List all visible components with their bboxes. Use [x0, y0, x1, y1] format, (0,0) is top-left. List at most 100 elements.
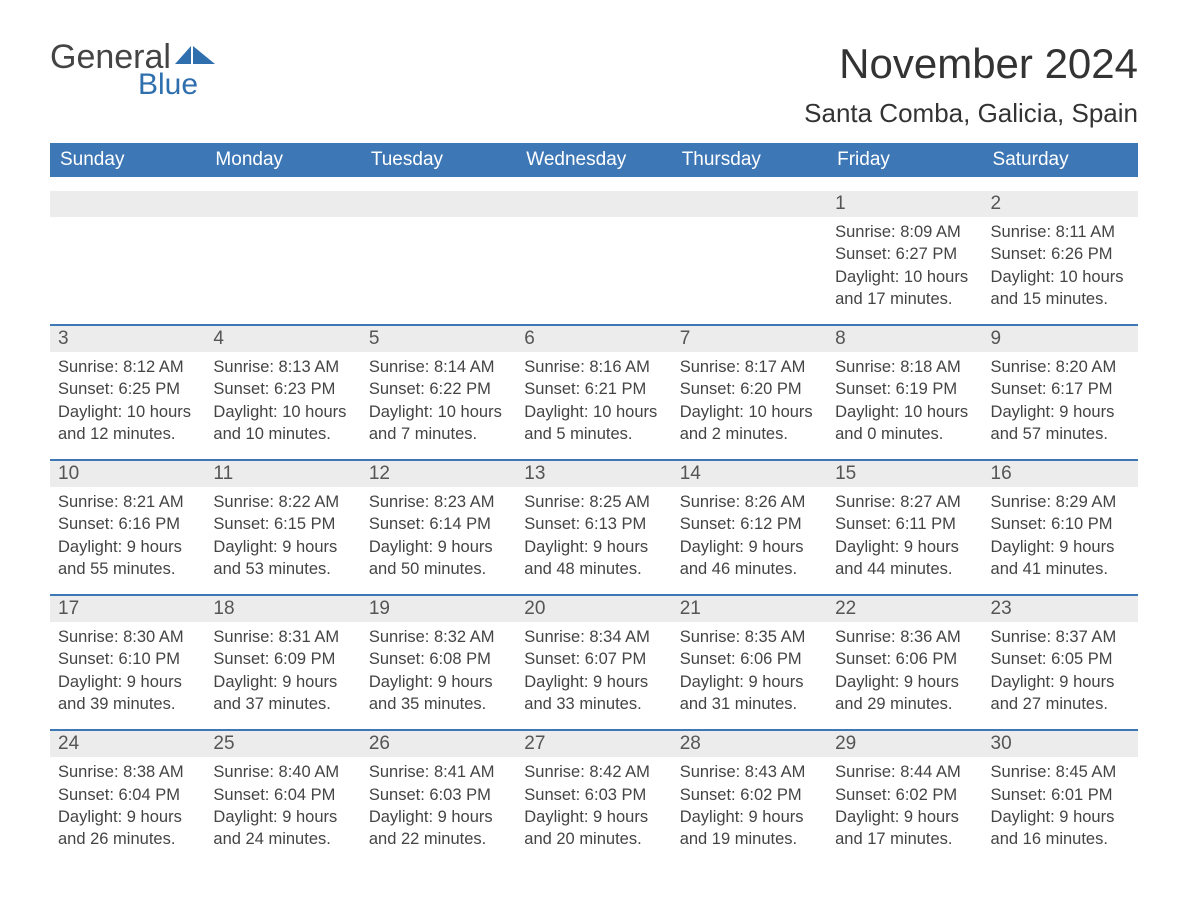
- day-details: Sunrise: 8:44 AMSunset: 6:02 PMDaylight:…: [827, 757, 982, 850]
- sunset-line: Sunset: 6:19 PM: [835, 378, 974, 400]
- day-details: Sunrise: 8:38 AMSunset: 6:04 PMDaylight:…: [50, 757, 205, 850]
- day-cell: 12Sunrise: 8:23 AMSunset: 6:14 PMDayligh…: [361, 459, 516, 580]
- day-details: Sunrise: 8:27 AMSunset: 6:11 PMDaylight:…: [827, 487, 982, 580]
- sunset-line: Sunset: 6:10 PM: [58, 648, 197, 670]
- daylight-line: Daylight: 10 hours and 0 minutes.: [835, 401, 974, 446]
- day-details: Sunrise: 8:09 AMSunset: 6:27 PMDaylight:…: [827, 217, 982, 310]
- day-cell: 26Sunrise: 8:41 AMSunset: 6:03 PMDayligh…: [361, 729, 516, 850]
- sunset-line: Sunset: 6:25 PM: [58, 378, 197, 400]
- day-cell: 27Sunrise: 8:42 AMSunset: 6:03 PMDayligh…: [516, 729, 671, 850]
- day-number: 27: [516, 729, 671, 757]
- daylight-line: Daylight: 9 hours and 31 minutes.: [680, 671, 819, 716]
- sunrise-line: Sunrise: 8:37 AM: [991, 626, 1130, 648]
- day-details: Sunrise: 8:18 AMSunset: 6:19 PMDaylight:…: [827, 352, 982, 445]
- daylight-line: Daylight: 9 hours and 55 minutes.: [58, 536, 197, 581]
- day-cell: 16Sunrise: 8:29 AMSunset: 6:10 PMDayligh…: [983, 459, 1138, 580]
- sunset-line: Sunset: 6:04 PM: [58, 784, 197, 806]
- empty-day-cell: [672, 191, 827, 310]
- day-details: Sunrise: 8:11 AMSunset: 6:26 PMDaylight:…: [983, 217, 1138, 310]
- day-number: 5: [361, 324, 516, 352]
- daylight-line: Daylight: 10 hours and 17 minutes.: [835, 266, 974, 311]
- day-number: 14: [672, 459, 827, 487]
- daylight-line: Daylight: 9 hours and 46 minutes.: [680, 536, 819, 581]
- day-cell: 10Sunrise: 8:21 AMSunset: 6:16 PMDayligh…: [50, 459, 205, 580]
- sunset-line: Sunset: 6:13 PM: [524, 513, 663, 535]
- day-details: Sunrise: 8:34 AMSunset: 6:07 PMDaylight:…: [516, 622, 671, 715]
- sunset-line: Sunset: 6:15 PM: [213, 513, 352, 535]
- sunset-line: Sunset: 6:02 PM: [680, 784, 819, 806]
- sunset-line: Sunset: 6:21 PM: [524, 378, 663, 400]
- day-cell: 7Sunrise: 8:17 AMSunset: 6:20 PMDaylight…: [672, 324, 827, 445]
- sunrise-line: Sunrise: 8:14 AM: [369, 356, 508, 378]
- sunset-line: Sunset: 6:06 PM: [835, 648, 974, 670]
- daylight-line: Daylight: 9 hours and 35 minutes.: [369, 671, 508, 716]
- brand-logo: General Blue: [50, 40, 217, 100]
- day-cell: 8Sunrise: 8:18 AMSunset: 6:19 PMDaylight…: [827, 324, 982, 445]
- day-details: Sunrise: 8:29 AMSunset: 6:10 PMDaylight:…: [983, 487, 1138, 580]
- daylight-line: Daylight: 10 hours and 15 minutes.: [991, 266, 1130, 311]
- day-number: 15: [827, 459, 982, 487]
- day-cell: 30Sunrise: 8:45 AMSunset: 6:01 PMDayligh…: [983, 729, 1138, 850]
- daylight-line: Daylight: 9 hours and 53 minutes.: [213, 536, 352, 581]
- daylight-line: Daylight: 9 hours and 57 minutes.: [991, 401, 1130, 446]
- sunrise-line: Sunrise: 8:35 AM: [680, 626, 819, 648]
- sunset-line: Sunset: 6:05 PM: [991, 648, 1130, 670]
- day-cell: 13Sunrise: 8:25 AMSunset: 6:13 PMDayligh…: [516, 459, 671, 580]
- day-cell: 24Sunrise: 8:38 AMSunset: 6:04 PMDayligh…: [50, 729, 205, 850]
- sunrise-line: Sunrise: 8:45 AM: [991, 761, 1130, 783]
- day-number: 19: [361, 594, 516, 622]
- sunrise-line: Sunrise: 8:23 AM: [369, 491, 508, 513]
- day-cell: 28Sunrise: 8:43 AMSunset: 6:02 PMDayligh…: [672, 729, 827, 850]
- sunset-line: Sunset: 6:14 PM: [369, 513, 508, 535]
- day-cell: 2Sunrise: 8:11 AMSunset: 6:26 PMDaylight…: [983, 191, 1138, 310]
- day-details: Sunrise: 8:41 AMSunset: 6:03 PMDaylight:…: [361, 757, 516, 850]
- day-details: Sunrise: 8:45 AMSunset: 6:01 PMDaylight:…: [983, 757, 1138, 850]
- sunrise-line: Sunrise: 8:21 AM: [58, 491, 197, 513]
- empty-strip: [672, 191, 827, 217]
- empty-day-cell: [361, 191, 516, 310]
- weekday-header: Tuesday: [361, 143, 516, 177]
- sunrise-line: Sunrise: 8:38 AM: [58, 761, 197, 783]
- weekday-header: Sunday: [50, 143, 205, 177]
- weekday-header-row: SundayMondayTuesdayWednesdayThursdayFrid…: [50, 143, 1138, 177]
- day-details: Sunrise: 8:40 AMSunset: 6:04 PMDaylight:…: [205, 757, 360, 850]
- day-number: 16: [983, 459, 1138, 487]
- day-number: 9: [983, 324, 1138, 352]
- daylight-line: Daylight: 10 hours and 12 minutes.: [58, 401, 197, 446]
- location: Santa Comba, Galicia, Spain: [804, 98, 1138, 129]
- empty-strip: [516, 191, 671, 217]
- day-cell: 25Sunrise: 8:40 AMSunset: 6:04 PMDayligh…: [205, 729, 360, 850]
- sunrise-line: Sunrise: 8:40 AM: [213, 761, 352, 783]
- day-details: Sunrise: 8:22 AMSunset: 6:15 PMDaylight:…: [205, 487, 360, 580]
- daylight-line: Daylight: 9 hours and 20 minutes.: [524, 806, 663, 851]
- weekday-header: Monday: [205, 143, 360, 177]
- day-number: 26: [361, 729, 516, 757]
- sunrise-line: Sunrise: 8:42 AM: [524, 761, 663, 783]
- day-cell: 20Sunrise: 8:34 AMSunset: 6:07 PMDayligh…: [516, 594, 671, 715]
- sunset-line: Sunset: 6:12 PM: [680, 513, 819, 535]
- day-cell: 3Sunrise: 8:12 AMSunset: 6:25 PMDaylight…: [50, 324, 205, 445]
- title-block: November 2024 Santa Comba, Galicia, Spai…: [804, 40, 1138, 139]
- sunrise-line: Sunrise: 8:11 AM: [991, 221, 1130, 243]
- day-cell: 23Sunrise: 8:37 AMSunset: 6:05 PMDayligh…: [983, 594, 1138, 715]
- day-number: 20: [516, 594, 671, 622]
- brand-word-2: Blue: [138, 70, 217, 100]
- day-number: 23: [983, 594, 1138, 622]
- weekday-header: Saturday: [983, 143, 1138, 177]
- day-number: 12: [361, 459, 516, 487]
- sunrise-line: Sunrise: 8:27 AM: [835, 491, 974, 513]
- empty-strip: [50, 191, 205, 217]
- empty-day-cell: [50, 191, 205, 310]
- sunrise-line: Sunrise: 8:16 AM: [524, 356, 663, 378]
- day-details: Sunrise: 8:32 AMSunset: 6:08 PMDaylight:…: [361, 622, 516, 715]
- day-cell: 18Sunrise: 8:31 AMSunset: 6:09 PMDayligh…: [205, 594, 360, 715]
- day-details: Sunrise: 8:30 AMSunset: 6:10 PMDaylight:…: [50, 622, 205, 715]
- daylight-line: Daylight: 9 hours and 37 minutes.: [213, 671, 352, 716]
- day-details: Sunrise: 8:21 AMSunset: 6:16 PMDaylight:…: [50, 487, 205, 580]
- sunset-line: Sunset: 6:01 PM: [991, 784, 1130, 806]
- day-details: Sunrise: 8:14 AMSunset: 6:22 PMDaylight:…: [361, 352, 516, 445]
- weekday-header: Thursday: [672, 143, 827, 177]
- day-cell: 29Sunrise: 8:44 AMSunset: 6:02 PMDayligh…: [827, 729, 982, 850]
- day-number: 3: [50, 324, 205, 352]
- daylight-line: Daylight: 9 hours and 26 minutes.: [58, 806, 197, 851]
